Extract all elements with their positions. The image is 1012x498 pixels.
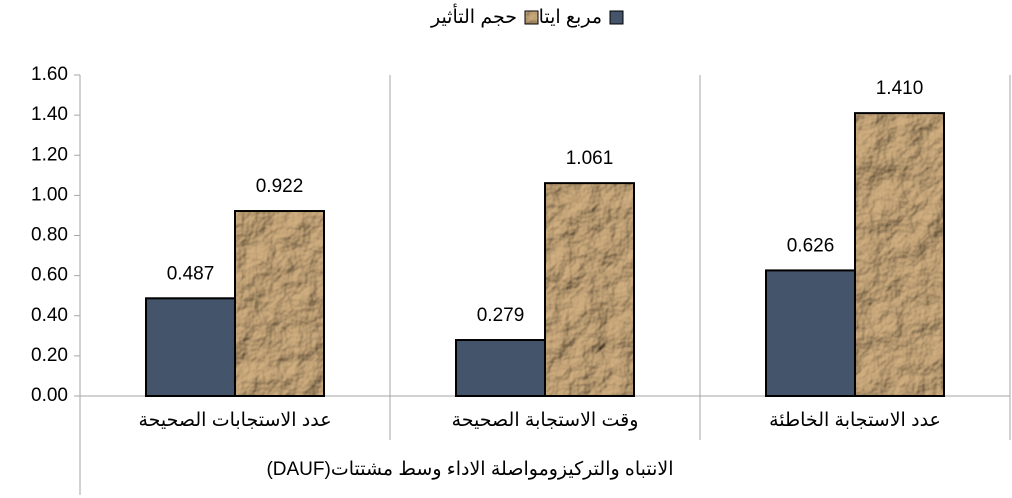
value-label: 0.626 xyxy=(787,235,835,256)
value-label: 1.061 xyxy=(566,148,614,169)
bar xyxy=(234,210,325,397)
legend-label: مربع ايتا xyxy=(539,7,602,28)
bar xyxy=(854,112,945,398)
legend-label: حجم التأثير xyxy=(430,3,517,28)
value-label: 0.487 xyxy=(167,263,215,284)
y-tick-label: 1.20 xyxy=(31,144,68,165)
bar xyxy=(455,339,546,398)
bar-outline xyxy=(544,182,635,397)
bar xyxy=(544,182,635,397)
legend-swatch xyxy=(609,10,624,25)
y-tick-label: 1.00 xyxy=(31,184,68,205)
y-tick-label: 1.60 xyxy=(31,64,68,85)
value-label: 0.922 xyxy=(256,176,304,197)
group-label: الانتباه والتركيزومواصلة الاداء وسط مشتت… xyxy=(266,459,673,480)
value-label: 0.279 xyxy=(477,305,525,326)
bar-outline xyxy=(854,112,945,398)
bar xyxy=(145,297,236,397)
x-tick-label: عدد الاستجابة الخاطئة xyxy=(769,410,941,431)
bar xyxy=(765,269,856,397)
bar-outline xyxy=(234,210,325,397)
y-tick-label: 0.20 xyxy=(31,345,68,366)
y-tick-label: 0.40 xyxy=(31,305,68,326)
y-tick-label: 0.00 xyxy=(31,385,68,406)
legend-swatch-outline xyxy=(524,10,539,25)
y-tick-label: 0.80 xyxy=(31,225,68,246)
value-label: 1.410 xyxy=(876,78,924,99)
y-tick-label: 0.60 xyxy=(31,265,68,286)
legend-swatch xyxy=(524,10,539,25)
y-tick-label: 1.40 xyxy=(31,104,68,125)
x-tick-label: وقت الاستجابة الصحيحة xyxy=(452,410,639,431)
x-tick-label: عدد الاستجابات الصحيحة xyxy=(138,410,331,431)
